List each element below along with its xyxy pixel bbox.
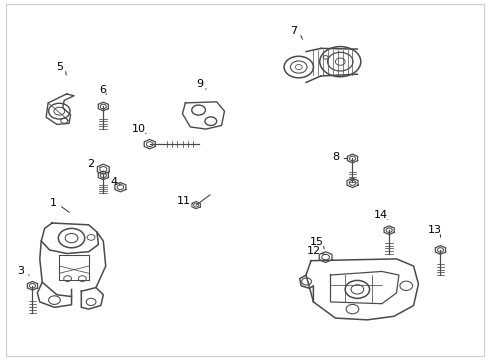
Text: 7: 7 <box>290 26 297 36</box>
Text: 13: 13 <box>428 225 441 235</box>
Text: 4: 4 <box>110 177 118 187</box>
Text: 3: 3 <box>17 266 24 276</box>
Text: 6: 6 <box>99 85 106 95</box>
Text: 14: 14 <box>374 210 388 220</box>
Text: 10: 10 <box>131 124 146 134</box>
Text: 1: 1 <box>50 198 57 208</box>
Text: 9: 9 <box>196 79 204 89</box>
Text: 8: 8 <box>332 152 339 162</box>
Text: 12: 12 <box>306 246 320 256</box>
Text: 2: 2 <box>88 159 95 169</box>
Text: 5: 5 <box>56 62 63 72</box>
Text: 15: 15 <box>310 237 324 247</box>
Text: 11: 11 <box>177 196 191 206</box>
